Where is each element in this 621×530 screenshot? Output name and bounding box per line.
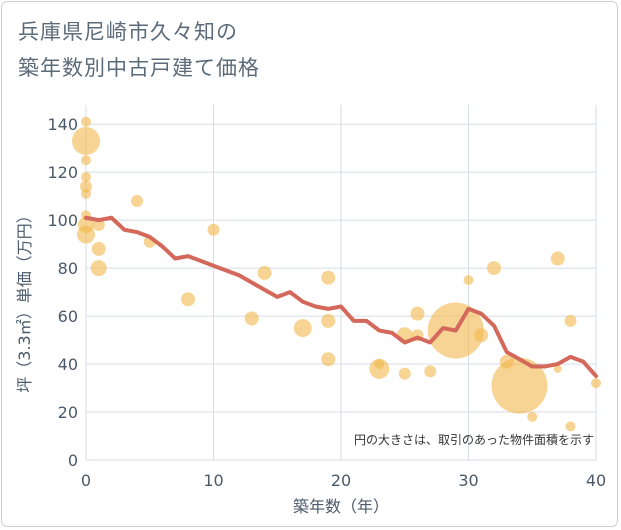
bubble-point — [321, 352, 336, 367]
bubble-point — [207, 223, 220, 236]
bubble-point — [550, 251, 565, 266]
bubble-point — [463, 275, 474, 286]
bubble-point — [293, 319, 312, 338]
y-tick-label: 40 — [58, 355, 78, 374]
trend-layer — [84, 215, 598, 379]
bubble-point — [321, 313, 336, 328]
y-tick-label: 0 — [68, 451, 78, 470]
y-tick-label: 60 — [58, 307, 78, 326]
bubble-point — [374, 359, 385, 370]
bubble-point — [91, 241, 106, 256]
bubble-point — [92, 218, 105, 231]
bubble-point — [553, 364, 562, 373]
x-tick-label: 10 — [203, 471, 223, 490]
bubble-point — [564, 314, 577, 327]
bubble-point — [77, 225, 95, 244]
bubble-point — [90, 260, 107, 277]
bubble-point — [131, 194, 143, 207]
bubble-point — [81, 116, 91, 127]
y-tick-label: 80 — [58, 259, 78, 278]
grid-lines — [85, 105, 597, 461]
title-line-2: 築年数別中古戸建て価格 — [18, 56, 260, 80]
bubble-point — [527, 411, 538, 422]
bubble-point — [244, 311, 259, 326]
bubble-point — [81, 171, 91, 182]
y-axis-label: 坪（3.3㎡）単価（万円） — [15, 207, 34, 392]
x-axis-label: 築年数（年） — [293, 497, 389, 516]
y-tick-label: 20 — [58, 403, 78, 422]
bubble-point — [81, 155, 91, 166]
bubble-point — [257, 265, 272, 280]
size-annotation: 円の大きさは、取引のあった物件面積を示す — [354, 432, 594, 447]
y-tick-label: 140 — [47, 115, 78, 134]
bubble-point — [321, 270, 336, 285]
bubble-point — [80, 180, 92, 193]
x-tick-label: 20 — [331, 471, 351, 490]
bubble-point — [398, 367, 411, 380]
bubble-point — [72, 126, 100, 155]
bubble-point — [181, 292, 195, 307]
x-tick-label: 40 — [586, 471, 606, 490]
bubble-point — [474, 328, 489, 343]
bubble-point — [565, 421, 576, 432]
bubble-layer — [72, 116, 601, 432]
y-tick-label: 100 — [47, 211, 78, 230]
bubble-point — [591, 378, 601, 389]
bubble-point — [410, 306, 425, 321]
y-tick-label: 120 — [47, 163, 78, 182]
bubble-point — [491, 357, 548, 414]
title-line-1: 兵庫県尼崎市久々知の — [18, 20, 238, 44]
bubble-point — [487, 261, 501, 276]
tick-labels: 0 20 40 60 80 100 120 140 0 10 20 30 40 — [47, 115, 606, 490]
x-tick-label: 30 — [458, 471, 478, 490]
x-tick-label: 0 — [81, 471, 91, 490]
bubble-point — [81, 188, 91, 199]
trend-line — [84, 215, 598, 379]
chart-title: 兵庫県尼崎市久々知の 築年数別中古戸建て価格 — [18, 14, 260, 86]
bubble-point — [424, 365, 437, 378]
